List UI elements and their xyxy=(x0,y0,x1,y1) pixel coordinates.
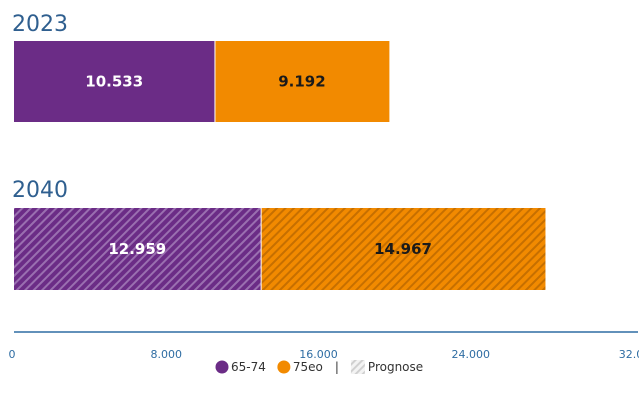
x-tick-label: 32.000 xyxy=(619,348,639,361)
data-label-75eo-2023: 9.192 xyxy=(278,73,325,91)
legend: 65-74 75eo | Prognose xyxy=(215,360,423,374)
legend-label: 75eo xyxy=(293,360,323,374)
legend-separator: | xyxy=(335,360,339,374)
bar-75eo-2040 xyxy=(261,208,546,290)
bar-group-2040: 2040 12.959 14.967 xyxy=(12,178,546,290)
x-tick-label: 8.000 xyxy=(151,348,183,361)
bar-65-74-2023 xyxy=(14,41,215,122)
bar-65-74-2040 xyxy=(14,208,261,290)
x-tick-label: 24.000 xyxy=(452,348,491,361)
legend-marker-75eo xyxy=(277,360,291,374)
bar-groups: 2023 10.533 9.192 2040 12.959 14.967 xyxy=(12,12,546,290)
x-tick-label: 16.000 xyxy=(299,348,338,361)
data-label-65-74-2040: 12.959 xyxy=(108,240,166,258)
group-title: 2040 xyxy=(12,178,68,203)
data-label-75eo-2040: 14.967 xyxy=(374,240,432,258)
legend-marker-65-74 xyxy=(215,360,229,374)
legend-marker-prognose xyxy=(350,360,365,374)
x-tick-label: 0 xyxy=(9,348,16,361)
legend-label: 65-74 xyxy=(231,360,266,374)
legend-label-prognose: Prognose xyxy=(368,360,423,374)
group-title: 2023 xyxy=(12,12,68,37)
bar-group-2023: 2023 10.533 9.192 xyxy=(12,12,390,122)
bar-75eo-2023 xyxy=(215,41,390,122)
x-axis: 0 8.000 16.000 24.000 32.000 xyxy=(9,331,639,361)
data-label-65-74-2023: 10.533 xyxy=(85,73,143,91)
